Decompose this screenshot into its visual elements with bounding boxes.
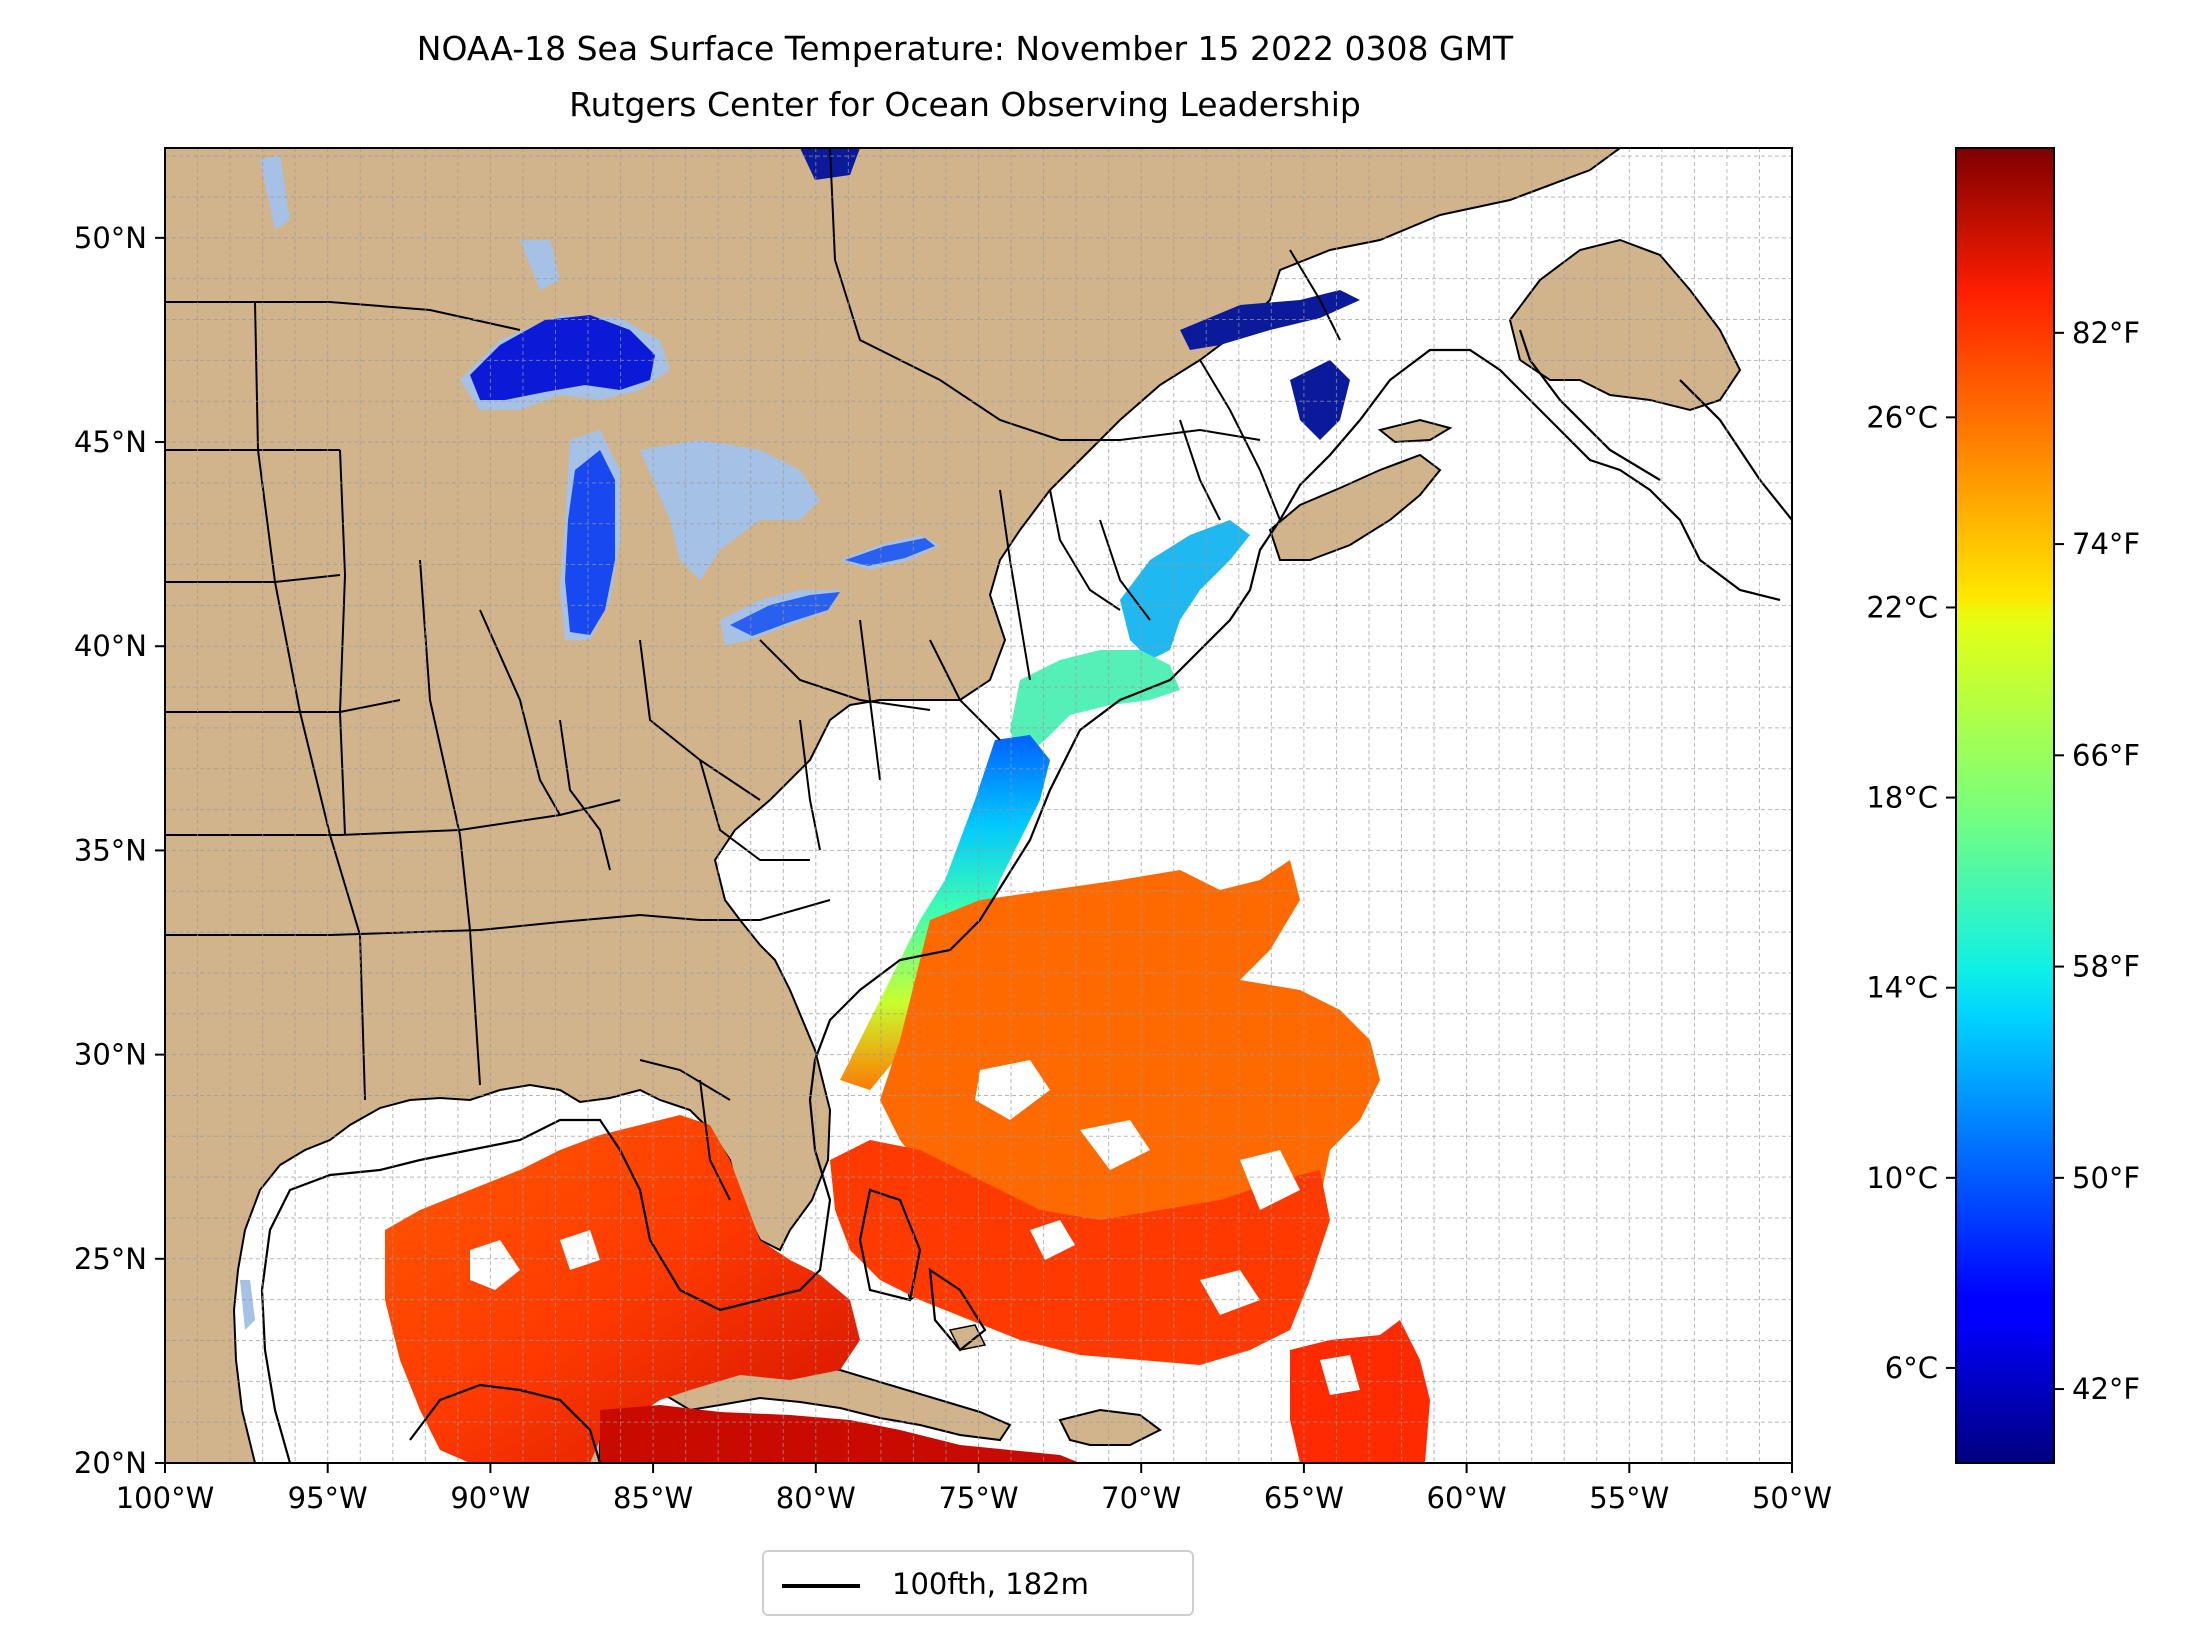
sst-lake-michigan — [565, 450, 615, 635]
lon-tick-label: 65°W — [1264, 1481, 1344, 1515]
colorbar-c-label: 22°C — [1866, 590, 1938, 624]
colorbar-f-label: 58°F — [2072, 950, 2140, 984]
colorbar-f-label: 74°F — [2072, 527, 2140, 561]
map-subtitle: Rutgers Center for Ocean Observing Leade… — [569, 85, 1361, 124]
sst-lake-erie-ontario — [730, 538, 935, 636]
colorbar-f-label: 82°F — [2072, 316, 2140, 350]
sst-caribbean — [600, 1405, 1080, 1463]
sst-nj-shelf — [1010, 650, 1180, 760]
colorbar-c-label: 6°C — [1885, 1351, 1938, 1385]
isobath-100fth — [260, 329, 1792, 1463]
colorbar-f-label: 42°F — [2072, 1372, 2140, 1406]
land-hispaniola — [1058, 1408, 1162, 1446]
gridlines — [165, 148, 1792, 1463]
lat-tick-label: 20°N — [74, 1446, 147, 1480]
legend: 100fth, 182m — [762, 1550, 1194, 1616]
sst-lake-superior — [470, 315, 655, 400]
lon-tick-label: 95°W — [288, 1481, 368, 1515]
sst-atlantic-east — [1290, 1320, 1430, 1463]
cloud-gaps — [470, 1060, 1360, 1395]
legend-isobath-label: 100fth, 182m — [892, 1567, 1089, 1601]
colorbar-fahrenheit-axis: 42°F 50°F 58°F 66°F 74°F 82°F — [2054, 316, 2140, 1406]
sst-gulf-of-maine — [1120, 520, 1250, 660]
lon-tick-label: 80°W — [776, 1481, 856, 1515]
colorbar-c-label: 14°C — [1866, 971, 1938, 1005]
legend-isobath-swatch — [782, 1584, 860, 1588]
colorbar-c-label: 18°C — [1866, 781, 1938, 815]
colorbar-c-label: 10°C — [1866, 1161, 1938, 1195]
lon-tick-label: 90°W — [450, 1481, 530, 1515]
lon-tick-label: 100°W — [116, 1481, 215, 1515]
lon-tick-label: 50°W — [1752, 1481, 1832, 1515]
colorbar-f-label: 50°F — [2072, 1161, 2140, 1195]
colorbar-celsius-axis: 6°C 10°C 14°C 18°C 22°C 26°C — [1866, 400, 1956, 1385]
lon-tick-label: 70°W — [1101, 1481, 1181, 1515]
political-borders — [165, 148, 1341, 1201]
sst-gulf-of-mexico — [385, 1115, 860, 1463]
lat-tick-label: 50°N — [74, 221, 147, 255]
colorbar-f-label: 66°F — [2072, 738, 2140, 772]
sst-mid-atlantic — [840, 735, 1050, 1090]
map-title: NOAA-18 Sea Surface Temperature: Novembe… — [416, 29, 1514, 68]
lat-tick-label: 30°N — [74, 1038, 147, 1072]
colorbar-c-label: 26°C — [1866, 400, 1938, 434]
lon-tick-label: 85°W — [613, 1481, 693, 1515]
lon-tick-label: 60°W — [1427, 1481, 1507, 1515]
latitude-axis: 20°N 25°N 30°N 35°N 40°N 45°N 50°N — [74, 221, 165, 1480]
longitude-axis: 100°W 95°W 90°W 85°W 80°W 75°W 70°W 65°W 60°W 55°… — [116, 1463, 1832, 1515]
land-nova-scotia — [1268, 453, 1442, 561]
sst-st-lawrence — [1180, 290, 1360, 440]
colorbar — [1955, 147, 2055, 1464]
land-newfoundland — [1508, 238, 1742, 412]
lat-tick-label: 45°N — [74, 425, 147, 459]
land-pei — [1377, 418, 1453, 444]
lat-tick-label: 35°N — [74, 833, 147, 867]
lon-tick-label: 75°W — [938, 1481, 1018, 1515]
sst-atlantic-south — [830, 1140, 1330, 1365]
lon-tick-label: 55°W — [1589, 1481, 1669, 1515]
land-north-america — [165, 148, 1622, 1463]
lat-tick-label: 25°N — [74, 1242, 147, 1276]
lat-tick-label: 40°N — [74, 629, 147, 663]
